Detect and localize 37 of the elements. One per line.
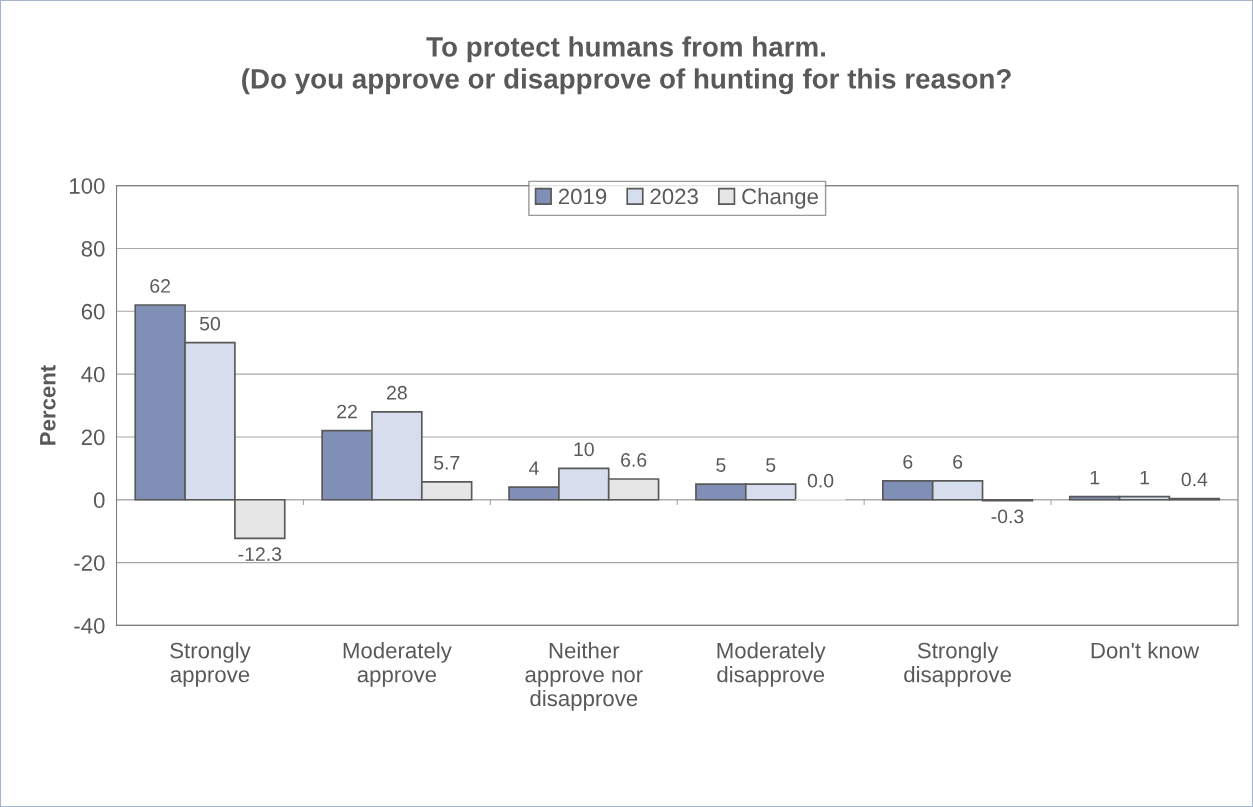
data-label: 5 bbox=[716, 458, 726, 472]
data-label: 6.6 bbox=[621, 453, 647, 467]
data-label: 5 bbox=[766, 458, 776, 472]
x-tick-label: Neither approve nor disapprove bbox=[525, 642, 643, 711]
data-label: 0.4 bbox=[1181, 472, 1208, 487]
y-tick-label: 100 bbox=[70, 178, 105, 194]
chart-title: To protect humans from harm. (Do you approve or disapprove of hunting for this reason? bbox=[242, 36, 1011, 95]
x-tick-label: Strongly disapprove bbox=[904, 642, 1011, 687]
data-label: 4 bbox=[528, 461, 539, 475]
legend-label: Change bbox=[742, 187, 818, 209]
x-tick-label: Moderately approve bbox=[343, 642, 452, 687]
data-label: 50 bbox=[199, 316, 221, 331]
y-tick-label: -40 bbox=[74, 617, 105, 634]
data-label: 10 bbox=[574, 442, 594, 457]
data-label: 1 bbox=[1140, 470, 1149, 485]
y-tick-label: 20 bbox=[81, 429, 105, 446]
data-label: -0.3 bbox=[991, 509, 1024, 524]
y-tick-label: 80 bbox=[81, 240, 105, 257]
data-label: 28 bbox=[387, 385, 407, 400]
y-axis-title: Percent bbox=[40, 365, 56, 445]
data-label: 22 bbox=[337, 404, 357, 419]
data-label: 62 bbox=[150, 279, 170, 293]
legend-label: 2023 bbox=[650, 188, 698, 205]
y-tick-label: -20 bbox=[74, 555, 105, 571]
y-tick-label: 0 bbox=[93, 492, 105, 509]
x-tick-label: Don't know bbox=[1091, 642, 1200, 659]
x-tick-label: Moderately disapprove bbox=[717, 642, 826, 687]
data-label: 6 bbox=[903, 454, 913, 469]
data-label: 5.7 bbox=[433, 456, 460, 470]
y-tick-label: 60 bbox=[81, 303, 105, 320]
x-tick-label: Strongly approve bbox=[170, 642, 251, 687]
legend-label: 2019 bbox=[558, 188, 607, 205]
data-label: 6 bbox=[953, 454, 963, 469]
data-label: -12.3 bbox=[238, 547, 282, 562]
y-tick-label: 40 bbox=[81, 366, 105, 383]
data-label: 0.0 bbox=[807, 473, 834, 488]
data-label: 1 bbox=[1090, 470, 1100, 485]
